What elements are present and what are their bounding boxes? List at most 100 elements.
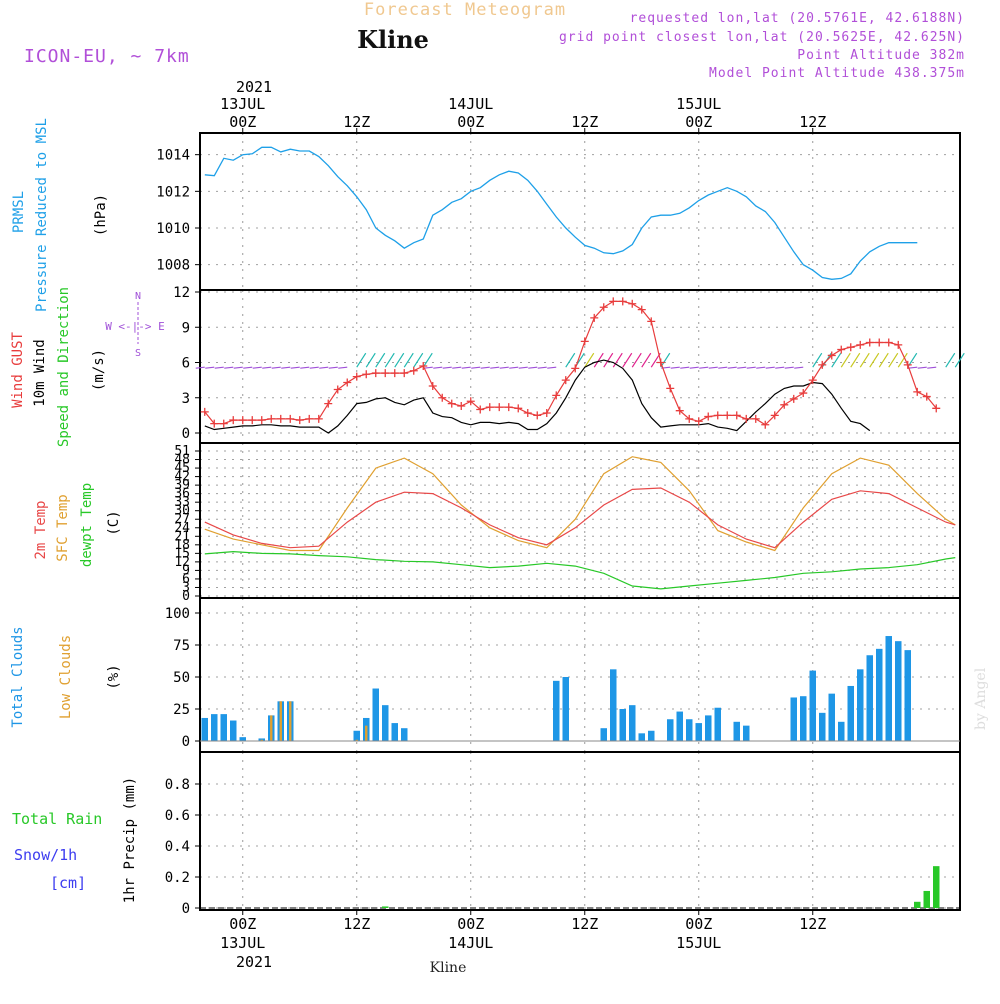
rain-bar bbox=[933, 866, 940, 908]
wind-arrow bbox=[612, 352, 623, 368]
total-cloud-bar bbox=[705, 715, 712, 741]
gust-marker bbox=[381, 369, 390, 378]
y-tick-label: 50 bbox=[173, 670, 190, 686]
gust-marker bbox=[789, 394, 798, 403]
wind-arrow bbox=[718, 366, 728, 369]
wind-arrow bbox=[233, 366, 243, 369]
wind-arrow bbox=[812, 352, 823, 368]
y-tick-label: 15 bbox=[174, 546, 190, 561]
wind-arrow bbox=[423, 366, 433, 369]
y-tick-label: 48 bbox=[174, 453, 190, 468]
bottom-tick-time: 12Z bbox=[343, 915, 370, 933]
wind-arrow bbox=[878, 352, 889, 368]
wind-arrow bbox=[908, 366, 918, 369]
gust-marker bbox=[343, 378, 352, 387]
rain-bar bbox=[914, 901, 921, 908]
gust-marker bbox=[846, 343, 855, 352]
gust-marker bbox=[485, 403, 494, 412]
rain-bar bbox=[382, 906, 389, 908]
wind-arrow bbox=[300, 366, 310, 369]
total-cloud-bar bbox=[619, 709, 626, 741]
sfctemp-label: SFC Temp bbox=[55, 494, 71, 561]
gust-marker bbox=[637, 305, 646, 314]
wind-arrow bbox=[271, 366, 281, 369]
panel-wind: 0 3 6 9 12 bbox=[173, 285, 961, 444]
low-cloud-bar bbox=[270, 715, 273, 741]
wind-arrow bbox=[499, 366, 509, 369]
temp-2m-line bbox=[204, 487, 956, 549]
bottom-tick-time: 00Z bbox=[229, 915, 256, 933]
rain-bar bbox=[923, 890, 930, 908]
cloud-bars bbox=[200, 636, 960, 742]
bottom-tick-date: 14JUL bbox=[448, 934, 493, 952]
gridpoint-coords: grid point closest lon,lat (20.5625E, 42… bbox=[559, 30, 965, 45]
wind-arrow bbox=[622, 352, 633, 368]
wind-arrow bbox=[309, 366, 319, 369]
total-cloud-bar bbox=[562, 677, 569, 741]
gust-marker bbox=[428, 382, 437, 390]
wind-series bbox=[196, 297, 965, 434]
panels: 1008101010121014036912036912151821242730… bbox=[156, 133, 965, 917]
wind-gust-line bbox=[204, 300, 937, 426]
model-label: ICON-EU, ~ 7km bbox=[24, 46, 190, 67]
wind-arrow bbox=[281, 366, 291, 369]
precip-axis-label: 1hr Precip (mm) bbox=[122, 777, 138, 903]
top-tick-date: 13JUL bbox=[220, 95, 265, 113]
y-tick-label: 45 bbox=[174, 461, 190, 476]
top-tick-time: 00Z bbox=[229, 113, 256, 131]
gust-marker bbox=[362, 370, 371, 379]
wind-arrow bbox=[794, 366, 804, 369]
wind-arrow bbox=[290, 366, 300, 369]
y-tick-label: 30 bbox=[174, 504, 190, 519]
compass-we: W <-|-> E bbox=[105, 320, 165, 333]
gust-marker bbox=[922, 392, 931, 401]
gust-marker bbox=[903, 360, 912, 369]
gust-marker bbox=[514, 404, 523, 413]
total-cloud-bar bbox=[800, 696, 807, 741]
wind-arrow bbox=[518, 366, 528, 369]
bottom-tick-time: 12Z bbox=[799, 915, 826, 933]
wind-arrow bbox=[859, 352, 870, 368]
total-cloud-bar bbox=[857, 669, 864, 741]
gust-marker bbox=[200, 407, 209, 416]
gust-marker bbox=[656, 358, 665, 367]
wind-arrow bbox=[831, 352, 842, 368]
bottom-tick-date: 15JUL bbox=[676, 934, 721, 952]
gust-marker bbox=[761, 420, 770, 429]
clouds-unit: (%) bbox=[106, 664, 122, 689]
gust-marker bbox=[704, 412, 713, 421]
wind-arrow bbox=[442, 366, 452, 369]
gust-marker bbox=[504, 403, 513, 412]
top-tick-time: 12Z bbox=[571, 113, 598, 131]
total-cloud-bar bbox=[353, 730, 360, 741]
gust-marker bbox=[257, 416, 266, 425]
gust-marker bbox=[324, 399, 333, 408]
y-tick-label: 75 bbox=[173, 638, 190, 654]
total-cloud-bar bbox=[211, 714, 218, 741]
panel-frame bbox=[199, 289, 961, 444]
y-tick-label: 0.2 bbox=[165, 870, 190, 886]
wind-arrow bbox=[338, 366, 348, 369]
wind-arrow bbox=[765, 366, 775, 369]
wind-arrow bbox=[461, 366, 471, 369]
y-tick-label: 9 bbox=[182, 563, 190, 578]
gust-marker bbox=[894, 340, 903, 349]
dewpt-label: dewpt Temp bbox=[79, 483, 95, 567]
gust-marker bbox=[808, 376, 817, 385]
bottom-tick-date: 13JUL bbox=[220, 934, 265, 952]
wind-arrow bbox=[565, 352, 576, 368]
total-cloud-bar bbox=[667, 719, 674, 741]
wind-arrow bbox=[205, 366, 215, 369]
y-tick-label: 6 bbox=[182, 356, 190, 372]
wind-arrow bbox=[490, 366, 500, 369]
precip-bars bbox=[200, 866, 960, 909]
gust-marker bbox=[333, 385, 342, 394]
y-tick-label: 100 bbox=[165, 606, 190, 622]
gust-marker bbox=[495, 403, 504, 412]
total-cloud-bar bbox=[201, 717, 208, 741]
gust-marker bbox=[751, 414, 760, 423]
gust-marker bbox=[628, 299, 637, 308]
wind-arrow bbox=[737, 366, 747, 369]
wind-unit: (m/s) bbox=[91, 349, 107, 391]
gust-marker bbox=[875, 338, 884, 347]
